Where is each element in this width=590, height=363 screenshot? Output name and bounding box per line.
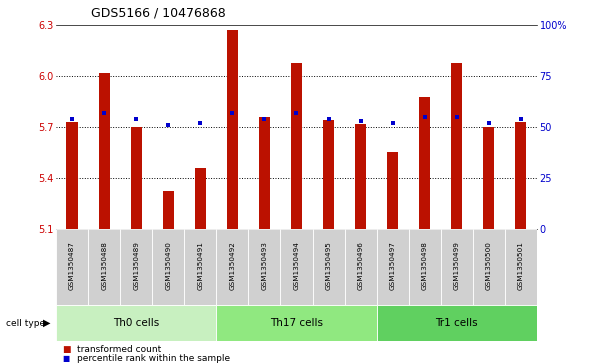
Bar <box>88 229 120 305</box>
Bar <box>184 229 217 305</box>
Text: GDS5166 / 10476868: GDS5166 / 10476868 <box>91 7 226 20</box>
Bar <box>217 305 376 341</box>
Text: cell type: cell type <box>6 319 45 327</box>
Text: Th0 cells: Th0 cells <box>113 318 159 328</box>
Bar <box>441 229 473 305</box>
Bar <box>387 152 398 229</box>
Text: GSM1350500: GSM1350500 <box>486 241 492 290</box>
Bar <box>473 229 505 305</box>
Text: GSM1350501: GSM1350501 <box>518 241 524 290</box>
Bar <box>163 191 174 229</box>
Text: GSM1350493: GSM1350493 <box>261 241 267 290</box>
Bar <box>376 229 409 305</box>
Bar <box>248 229 280 305</box>
Text: GSM1350490: GSM1350490 <box>165 241 171 290</box>
Text: ■: ■ <box>62 354 69 363</box>
Text: Th17 cells: Th17 cells <box>270 318 323 328</box>
Bar <box>120 229 152 305</box>
Bar <box>152 229 184 305</box>
Bar <box>323 120 334 229</box>
Text: GSM1350489: GSM1350489 <box>133 241 139 290</box>
Bar <box>345 229 376 305</box>
Text: transformed count: transformed count <box>77 346 161 354</box>
Text: GSM1350498: GSM1350498 <box>422 241 428 290</box>
Bar <box>99 73 110 229</box>
Text: GSM1350499: GSM1350499 <box>454 241 460 290</box>
Bar <box>505 229 537 305</box>
Bar <box>313 229 345 305</box>
Bar <box>195 168 206 229</box>
Text: GSM1350492: GSM1350492 <box>230 241 235 290</box>
Text: GSM1350497: GSM1350497 <box>389 241 396 290</box>
Text: ▶: ▶ <box>42 318 50 328</box>
Bar <box>451 63 463 229</box>
Text: ■: ■ <box>62 346 70 354</box>
Text: GSM1350495: GSM1350495 <box>326 241 332 290</box>
Bar <box>280 229 313 305</box>
Bar <box>217 229 248 305</box>
Text: GSM1350494: GSM1350494 <box>293 241 300 290</box>
Text: GSM1350488: GSM1350488 <box>101 241 107 290</box>
Bar <box>483 127 494 229</box>
Bar <box>56 229 88 305</box>
Bar <box>355 124 366 229</box>
Bar <box>291 63 302 229</box>
Text: GSM1350496: GSM1350496 <box>358 241 363 290</box>
Bar <box>130 127 142 229</box>
Text: GSM1350491: GSM1350491 <box>197 241 204 290</box>
Bar <box>67 122 78 229</box>
Bar <box>376 305 537 341</box>
Text: GSM1350487: GSM1350487 <box>69 241 75 290</box>
Bar <box>515 122 526 229</box>
Bar <box>259 117 270 229</box>
Text: percentile rank within the sample: percentile rank within the sample <box>77 354 230 363</box>
Bar <box>227 30 238 229</box>
Bar <box>409 229 441 305</box>
Bar <box>56 305 217 341</box>
Bar <box>419 97 430 229</box>
Text: Tr1 cells: Tr1 cells <box>435 318 478 328</box>
